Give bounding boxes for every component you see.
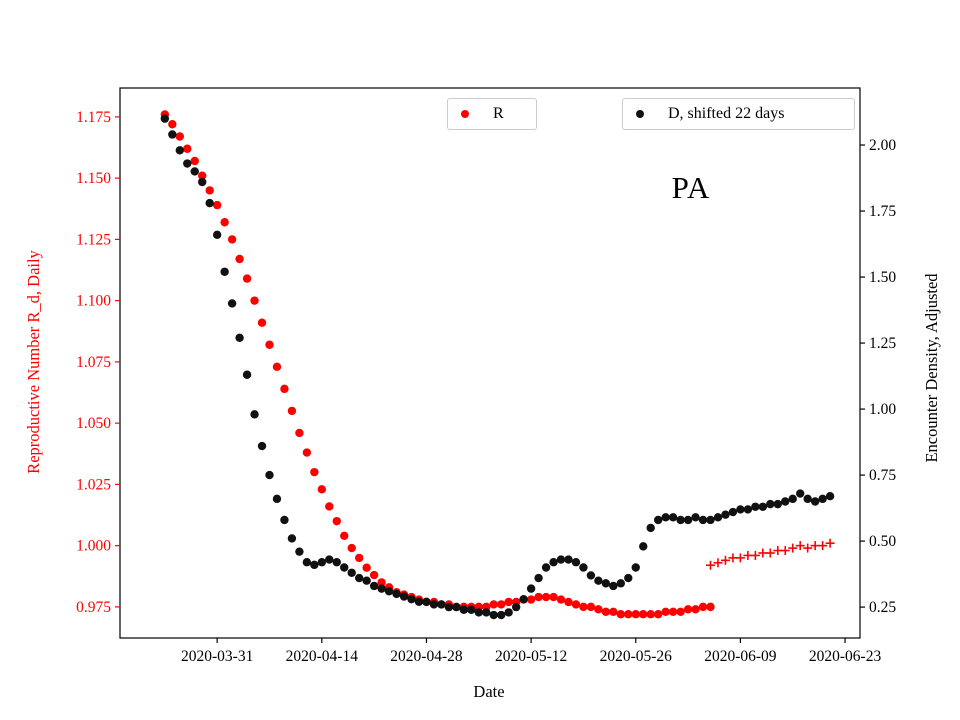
- svg-text:1.125: 1.125: [76, 231, 111, 248]
- x-axis-label: Date: [473, 682, 505, 701]
- svg-text:1.00: 1.00: [869, 401, 896, 418]
- svg-text:0.25: 0.25: [869, 599, 896, 616]
- svg-text:1.150: 1.150: [76, 170, 111, 187]
- svg-text:0.75: 0.75: [869, 467, 896, 484]
- svg-text:2020-03-31: 2020-03-31: [181, 648, 253, 665]
- svg-text:1.25: 1.25: [869, 335, 896, 352]
- legend-r-label: R: [493, 105, 504, 122]
- svg-text:1.050: 1.050: [76, 415, 111, 432]
- red-dot-marker-icon: [461, 110, 469, 118]
- right-axis-label: Encounter Density, Adjusted: [922, 273, 941, 463]
- black-dot-marker-icon: [636, 110, 644, 118]
- legend-d-label: D, shifted 22 days: [668, 105, 785, 122]
- svg-text:2020-05-12: 2020-05-12: [495, 648, 567, 665]
- legend-r: R: [447, 98, 537, 130]
- svg-text:1.075: 1.075: [76, 354, 111, 371]
- svg-text:1.50: 1.50: [869, 269, 896, 286]
- state-annotation: PA: [671, 170, 711, 205]
- svg-text:0.50: 0.50: [869, 533, 896, 550]
- svg-text:2.00: 2.00: [869, 137, 896, 154]
- svg-text:1.000: 1.000: [76, 538, 111, 555]
- svg-text:2020-04-28: 2020-04-28: [390, 648, 463, 665]
- svg-text:0.975: 0.975: [76, 599, 111, 616]
- svg-text:1.75: 1.75: [869, 203, 896, 220]
- svg-text:2020-06-23: 2020-06-23: [809, 648, 882, 665]
- left-axis-label: Reproductive Number R_d, Daily: [24, 250, 43, 474]
- svg-text:1.175: 1.175: [76, 109, 111, 126]
- svg-text:1.025: 1.025: [76, 476, 111, 493]
- svg-text:1.100: 1.100: [76, 293, 111, 310]
- svg-text:2020-04-14: 2020-04-14: [286, 648, 359, 665]
- svg-text:2020-06-09: 2020-06-09: [704, 648, 777, 665]
- legend-d: D, shifted 22 days: [622, 98, 855, 130]
- svg-text:2020-05-26: 2020-05-26: [600, 648, 673, 665]
